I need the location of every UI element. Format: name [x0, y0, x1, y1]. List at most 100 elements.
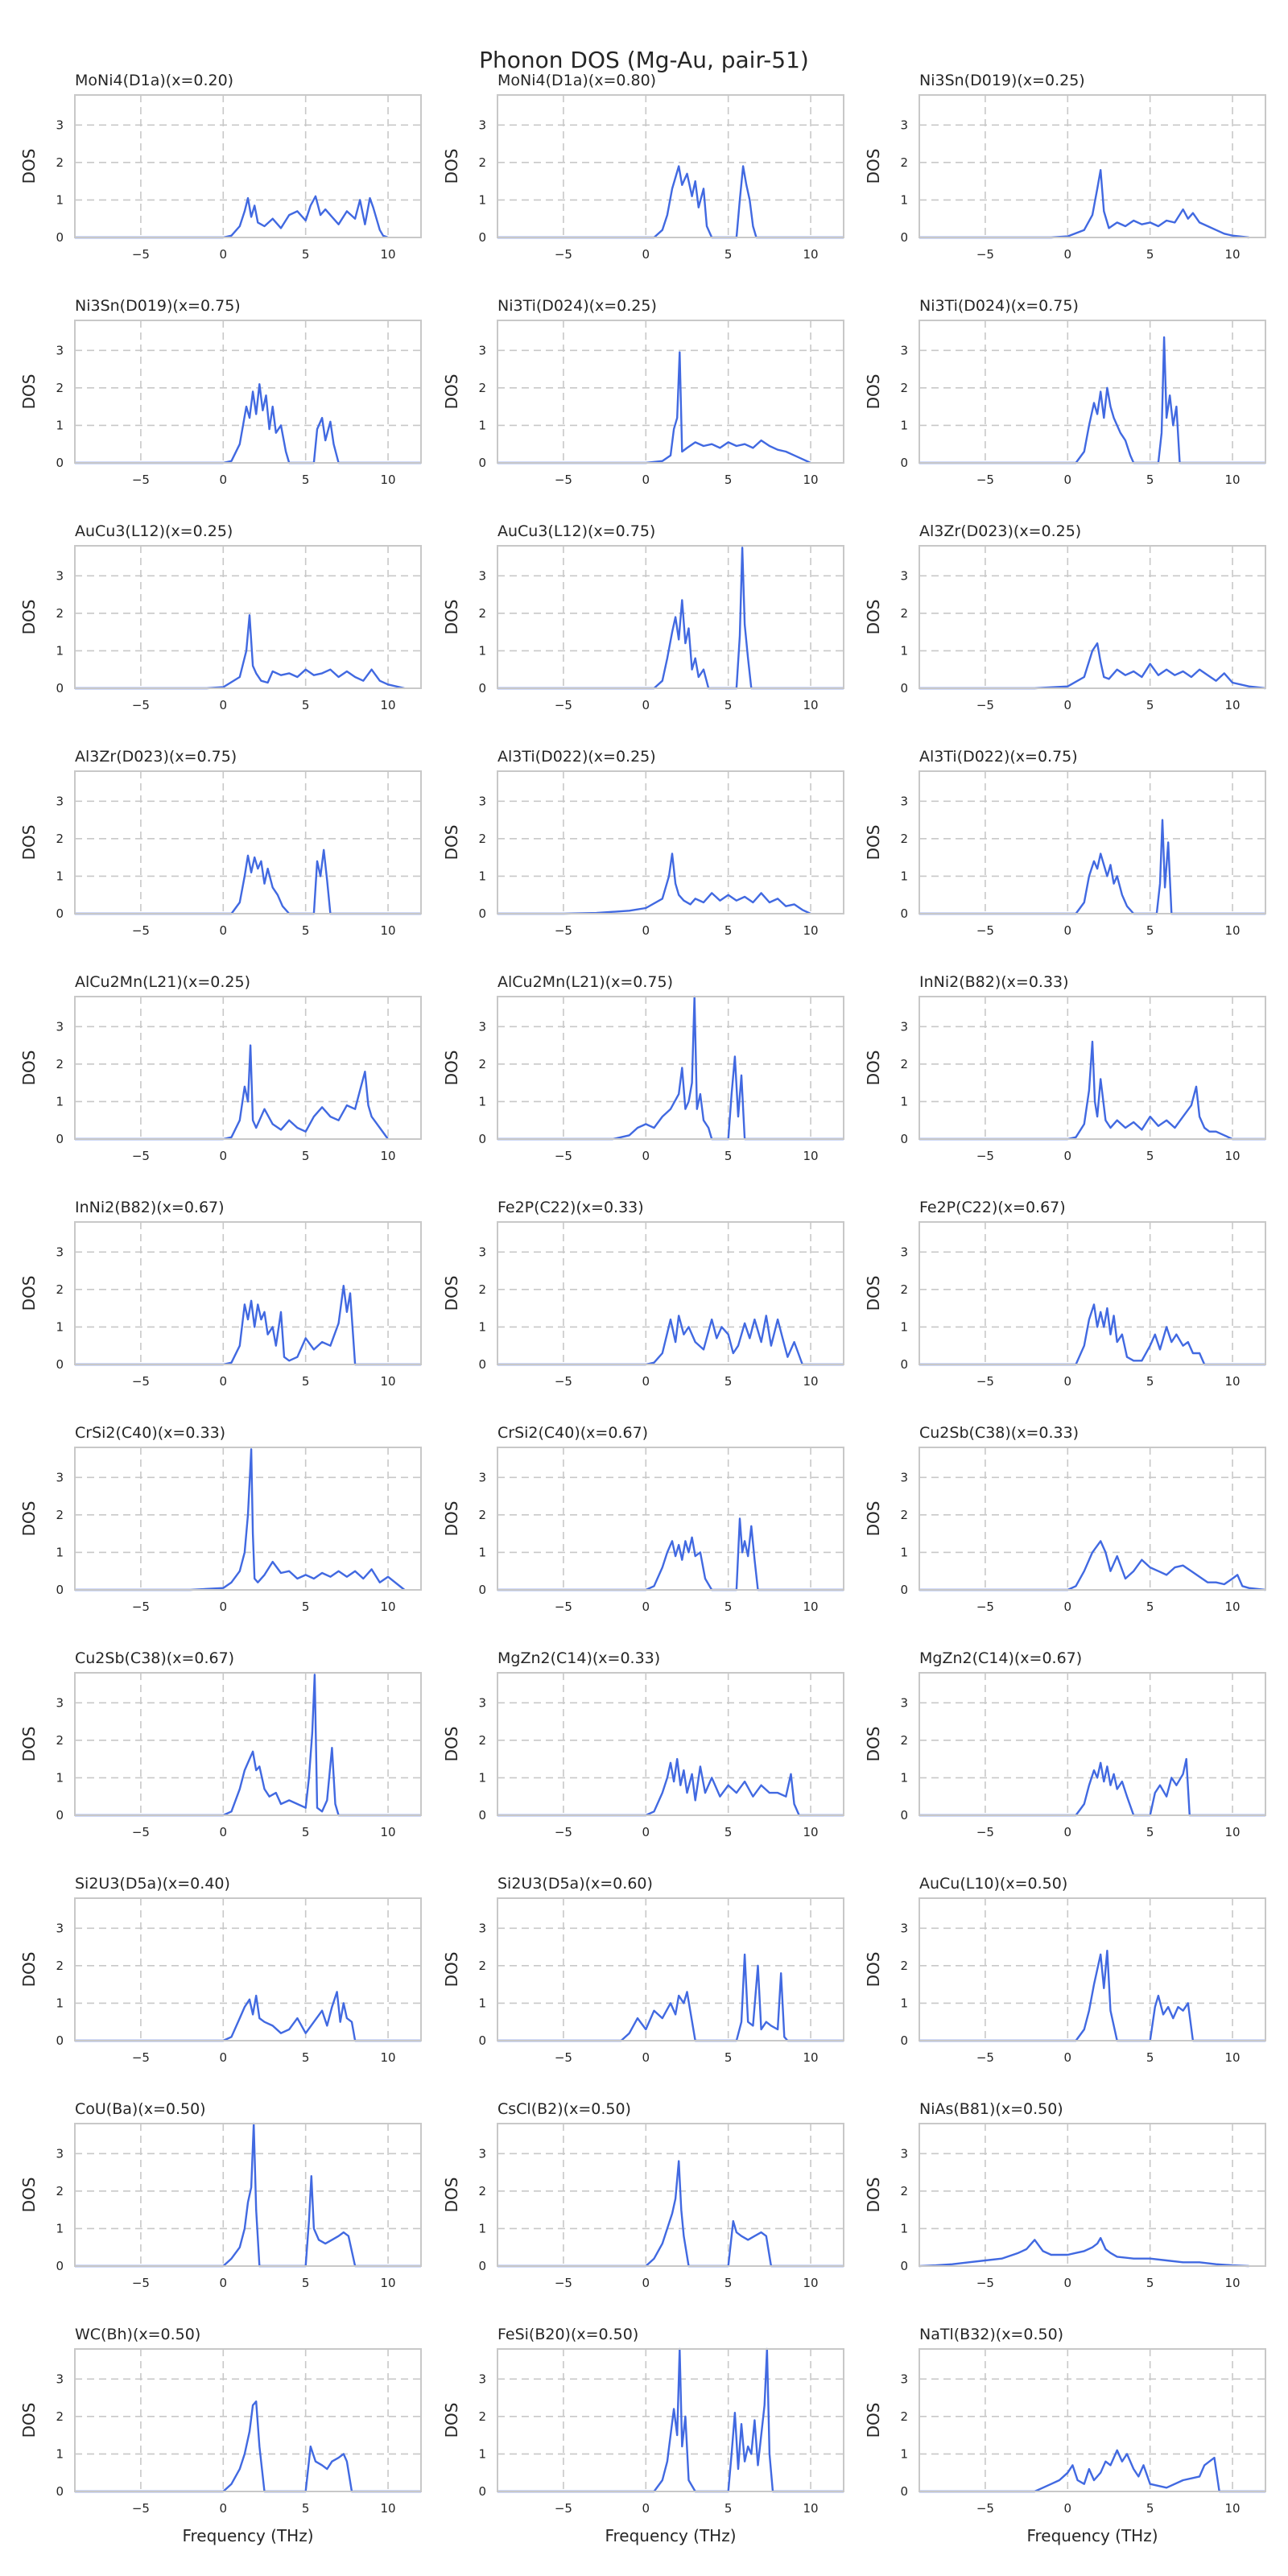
y-tick-label: 2 [900, 1282, 908, 1297]
x-tick-label: 10 [803, 698, 819, 712]
dos-panel: Ni3Ti(D024)(x=0.25) −5 0 5 10 0 1 2 3 DOS [442, 297, 844, 487]
dos-series-line [919, 1040, 1265, 1141]
x-tick-label: −5 [132, 698, 150, 712]
x-tick-label: 0 [1064, 473, 1072, 487]
x-tick-label: −5 [976, 698, 994, 712]
x-tick-label: 10 [381, 1374, 396, 1389]
dos-panel: InNi2(B82)(x=0.67) −5 0 5 10 0 1 2 3 DOS [19, 1199, 422, 1389]
y-tick-label: 3 [56, 118, 64, 132]
y-tick-label: 3 [900, 568, 908, 583]
y-axis-label: DOS [442, 1727, 461, 1762]
dos-series-line [497, 1757, 844, 1817]
y-axis-label: DOS [442, 149, 461, 184]
x-tick-label: 5 [724, 2276, 733, 2290]
x-tick-label: 0 [642, 2501, 650, 2516]
x-tick-label: −5 [976, 1600, 994, 1614]
x-tick-label: 0 [642, 1600, 650, 1614]
x-tick-label: 0 [220, 2501, 228, 2516]
dos-series-line [75, 1674, 421, 1817]
x-tick-label: −5 [555, 2276, 572, 2290]
y-tick-label: 0 [900, 906, 908, 921]
y-tick-label: 2 [900, 1508, 908, 1522]
y-tick-label: 2 [56, 2184, 64, 2198]
x-tick-label: 10 [803, 1149, 819, 1163]
x-tick-label: 10 [1225, 2276, 1241, 2290]
axes-frame [497, 2348, 844, 2492]
dos-series-line [75, 1285, 421, 1366]
x-tick-label: 5 [302, 247, 310, 262]
y-tick-label: 1 [900, 192, 908, 207]
y-tick-label: 1 [56, 2446, 64, 2461]
y-axis-label: DOS [864, 1727, 883, 1762]
panel-title: WC(Bh)(x=0.50) [75, 2326, 200, 2343]
dos-series-line [497, 547, 844, 690]
axes-frame [497, 1221, 844, 1365]
dos-panel: CoU(Ba)(x=0.50) −5 0 5 10 0 1 2 3 DOS [19, 2100, 422, 2290]
y-axis-label: DOS [442, 374, 461, 410]
dos-panel: AuCu3(L12)(x=0.25) −5 0 5 10 0 1 2 3 DOS [19, 522, 422, 712]
x-tick-label: 5 [1146, 1600, 1154, 1614]
axes-frame [74, 1447, 422, 1591]
y-tick-label: 0 [900, 2484, 908, 2499]
y-tick-label: 3 [900, 1695, 908, 1710]
dos-panel: AuCu(L10)(x=0.50) −5 0 5 10 0 1 2 3 DOS [864, 1875, 1266, 2065]
panel-title: Si2U3(D5a)(x=0.60) [497, 1875, 653, 1893]
dos-series-line [919, 2449, 1265, 2493]
x-tick-label: −5 [555, 1825, 572, 1839]
dos-series-line [497, 1315, 844, 1366]
axes-frame [74, 1221, 422, 1365]
y-tick-label: 3 [900, 1921, 908, 1935]
y-tick-label: 0 [900, 1132, 908, 1146]
x-tick-label: 10 [1225, 1374, 1241, 1389]
dos-panel: Ni3Sn(D019)(x=0.25) −5 0 5 10 0 1 2 3 DOS [864, 72, 1266, 262]
y-tick-label: 3 [56, 1019, 64, 1034]
panel-title: AuCu3(L12)(x=0.75) [497, 522, 655, 540]
x-tick-label: 0 [642, 1374, 650, 1389]
dos-series-line [919, 1757, 1265, 1817]
x-tick-label: −5 [132, 2050, 150, 2065]
y-tick-label: 0 [56, 1808, 64, 1823]
x-tick-label: 0 [220, 2276, 228, 2290]
axes-frame [919, 996, 1266, 1140]
dos-panel: InNi2(B82)(x=0.33) −5 0 5 10 0 1 2 3 DOS [864, 973, 1266, 1163]
y-tick-label: 3 [56, 2146, 64, 2161]
dos-series-line [75, 195, 389, 239]
x-tick-label: 10 [381, 923, 396, 938]
x-tick-label: 0 [1064, 247, 1072, 262]
y-tick-label: 2 [478, 1959, 486, 1973]
x-tick-label: 10 [803, 2050, 819, 2065]
panel-title: Ni3Ti(D024)(x=0.25) [497, 297, 657, 315]
panel-title: Si2U3(D5a)(x=0.40) [75, 1875, 230, 1893]
x-tick-label: −5 [976, 2276, 994, 2290]
panel-title: FeSi(B20)(x=0.50) [497, 2326, 638, 2343]
dos-series-line [919, 336, 1265, 464]
x-tick-label: −5 [555, 247, 572, 262]
y-tick-label: 3 [56, 343, 64, 357]
x-tick-label: 10 [381, 1825, 396, 1839]
panel-title: MoNi4(D1a)(x=0.20) [75, 72, 233, 89]
panel-title: Cu2Sb(C38)(x=0.33) [919, 1424, 1079, 1442]
dos-panel: AlCu2Mn(L21)(x=0.25) −5 0 5 10 0 1 2 3 DOS [19, 973, 422, 1163]
axes-frame [497, 1672, 844, 1816]
axes-frame [497, 1897, 844, 2041]
y-tick-label: 0 [900, 2033, 908, 2048]
y-tick-label: 3 [56, 568, 64, 583]
y-tick-label: 1 [56, 1094, 64, 1108]
y-tick-label: 1 [56, 643, 64, 658]
x-tick-label: 5 [724, 1374, 733, 1389]
x-tick-label: 0 [1064, 2050, 1072, 2065]
y-tick-label: 3 [478, 343, 486, 357]
y-tick-label: 3 [900, 2146, 908, 2161]
y-tick-label: 3 [478, 1245, 486, 1259]
x-tick-label: −5 [132, 1374, 150, 1389]
y-axis-label: DOS [442, 1276, 461, 1311]
x-tick-label: −5 [976, 473, 994, 487]
y-tick-label: 3 [478, 2372, 486, 2386]
panel-title: AuCu3(L12)(x=0.25) [75, 522, 233, 540]
x-tick-label: −5 [555, 698, 572, 712]
x-tick-label: 10 [381, 1149, 396, 1163]
panel-title: NiAs(B81)(x=0.50) [919, 2100, 1063, 2118]
x-tick-label: 5 [302, 473, 310, 487]
dos-series-line [919, 2236, 1249, 2268]
dos-panel: CsCl(B2)(x=0.50) −5 0 5 10 0 1 2 3 DOS [442, 2100, 844, 2290]
